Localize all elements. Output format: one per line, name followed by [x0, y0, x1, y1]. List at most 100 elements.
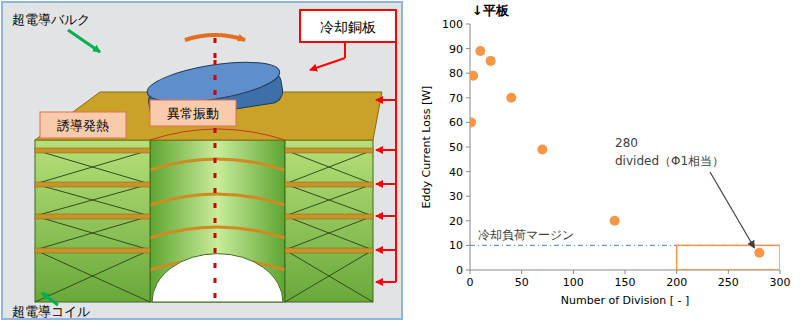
x-tick — [521, 270, 522, 274]
chart-title: ↓平板 — [472, 3, 510, 18]
x-tick-label: 100 — [563, 276, 584, 289]
y-tick-label: 40 — [449, 166, 463, 179]
y-axis-title: Eddy Current Loss [W] — [420, 86, 433, 209]
x-tick — [676, 270, 677, 274]
y-axis — [470, 24, 471, 270]
y-tick — [466, 196, 470, 197]
data-point — [475, 46, 485, 56]
bracket-arrow — [310, 58, 345, 70]
bore — [152, 254, 283, 302]
data-point — [470, 117, 476, 127]
coil-hatch — [285, 150, 373, 184]
heating-label: 誘導発熱 — [57, 118, 109, 133]
coil-hatch — [35, 150, 150, 184]
diagram-frame — [2, 2, 402, 319]
coil-label: 超電導コイル — [12, 304, 90, 319]
coil-hatch — [35, 216, 150, 250]
coil-block — [35, 140, 150, 302]
x-tick-label: 50 — [515, 276, 529, 289]
coil-hatch — [35, 184, 150, 216]
bracket-arrow — [376, 215, 396, 217]
data-point — [537, 144, 547, 154]
label-box — [300, 10, 396, 42]
coil-center — [150, 140, 285, 302]
y-tick-label: 60 — [449, 116, 463, 129]
coil-hatch — [35, 250, 150, 302]
copper-layer — [35, 248, 150, 253]
y-tick — [466, 147, 470, 148]
annotation-arrow — [710, 172, 754, 248]
plot-area — [470, 46, 780, 270]
y-tick-label: 50 — [449, 141, 463, 154]
copper-layer — [35, 148, 150, 153]
y-tick — [466, 245, 470, 246]
y-tick-label: 80 — [449, 67, 463, 80]
copper-layer — [35, 214, 150, 219]
annotation-text: 280 — [615, 136, 638, 150]
coil-hatch — [285, 184, 373, 216]
copper-band — [150, 159, 285, 170]
x-tick-label: 300 — [770, 276, 791, 289]
bracket-arrow — [376, 149, 396, 151]
y-tick-label: 0 — [456, 264, 463, 277]
data-point — [486, 56, 496, 66]
copper-layer — [285, 148, 373, 153]
coil-hatch — [285, 216, 373, 250]
label-box — [150, 100, 236, 126]
x-tick-label: 200 — [666, 276, 687, 289]
chart: 0102030405060708090100050100150200250300… — [420, 3, 791, 307]
data-point — [754, 248, 764, 258]
y-tick-label: 10 — [449, 239, 463, 252]
coil-hatch — [35, 250, 150, 302]
x-tick — [780, 270, 781, 274]
coil-hatch — [285, 184, 373, 216]
copper-band — [150, 227, 285, 238]
plate-curve — [150, 129, 285, 140]
y-tick — [466, 24, 470, 25]
y-tick — [466, 97, 470, 98]
y-tick-label: 20 — [449, 215, 463, 228]
reference-label: 冷却負荷マージン — [478, 228, 574, 242]
bracket-arrow — [376, 249, 396, 251]
copper-band — [150, 194, 285, 205]
y-tick-label: 100 — [442, 18, 463, 31]
copper-layer — [285, 214, 373, 219]
y-tick — [466, 122, 470, 123]
x-tick-label: 250 — [718, 276, 739, 289]
y-tick-label: 90 — [449, 43, 463, 56]
figure: 冷却銅板超電導バルク誘導発熱異常振動超電導コイル0102030405060708… — [0, 0, 800, 322]
y-tick — [466, 73, 470, 74]
y-tick — [466, 171, 470, 172]
x-tick — [625, 270, 626, 274]
bracket-line — [395, 42, 397, 282]
y-tick — [466, 270, 470, 271]
x-tick-label: 150 — [615, 276, 636, 289]
green-arrow — [68, 30, 100, 52]
copper-layer — [285, 248, 373, 253]
bracket-arrow — [376, 183, 396, 185]
x-tick — [470, 270, 471, 274]
y-tick-label: 70 — [449, 92, 463, 105]
cooling-plate-label: 冷却銅板 — [320, 19, 376, 35]
label-box — [40, 112, 126, 138]
y-tick — [466, 48, 470, 49]
coil-hatch — [35, 216, 150, 250]
coil-hatch — [285, 216, 373, 250]
bracket-arrow — [376, 281, 396, 283]
data-point — [610, 216, 620, 226]
coil-hatch — [285, 250, 373, 302]
bracket-line — [344, 42, 346, 58]
x-axis-title: Number of Division [ - ] — [561, 294, 689, 307]
bulk-label: 超電導バルク — [12, 12, 90, 27]
bracket-arrow — [376, 99, 396, 101]
coil-hatch — [35, 184, 150, 216]
highlight-box — [677, 245, 780, 270]
copper-layer — [285, 182, 373, 187]
coil-hatch — [285, 250, 373, 302]
coil-block — [285, 140, 373, 302]
coil-hatch — [35, 150, 150, 184]
data-point — [470, 71, 478, 81]
x-tick-label: 0 — [467, 276, 474, 289]
diagram: 冷却銅板超電導バルク誘導発熱異常振動超電導コイル — [2, 2, 402, 319]
copper-layer — [35, 182, 150, 187]
